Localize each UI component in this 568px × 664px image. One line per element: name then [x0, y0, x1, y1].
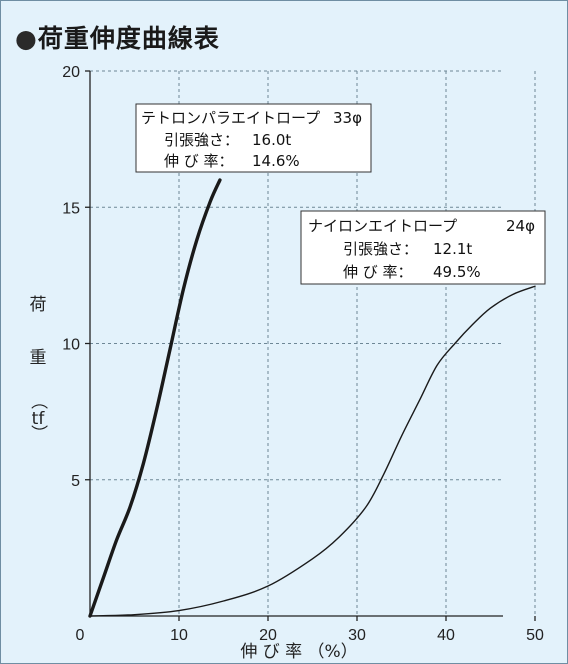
x-tick-label-20: 20 — [259, 627, 277, 644]
x-axis-label: 伸 び 率 （%） — [240, 642, 357, 662]
chart-title-text: 荷重伸度曲線表 — [37, 24, 220, 53]
nylon-name: ナイロンエイトロープ — [308, 217, 457, 235]
y-axis-label-unit: tf — [32, 409, 46, 429]
tetoron-elongation: 14.6% — [252, 152, 300, 170]
y-axis-label-paren-open: （ — [28, 393, 48, 410]
x-tick-label-40: 40 — [437, 627, 455, 644]
series-lines — [88, 178, 536, 618]
y-axis-label-char-1: 荷 — [30, 295, 47, 315]
tick-labels: 5 10 15 20 10 20 30 40 50 0 — [62, 64, 544, 644]
nylon-strength-label: 引張強さ： — [343, 240, 418, 258]
axes — [85, 70, 536, 621]
x-tick-label-50: 50 — [526, 627, 544, 644]
tetoron-name: テトロンパラエイトロープ — [141, 109, 320, 127]
annotation-nylon: ナイロンエイトロープ 24φ 引張強さ： 12.1t 伸 び 率： 49.5% — [300, 210, 546, 285]
y-axis-label: 荷 重 （ tf ） — [28, 295, 48, 442]
nylon-elongation: 49.5% — [433, 263, 481, 281]
y-tick-label-10: 10 — [62, 337, 80, 354]
annotation-tetoron: テトロンパラエイトロープ 33φ 引張強さ： 16.0t 伸 び 率： 14.6… — [135, 103, 372, 173]
nylon-strength: 12.1t — [433, 240, 472, 258]
tetoron-strength-label: 引張強さ： — [164, 131, 239, 149]
x-tick-label-10: 10 — [170, 627, 188, 644]
tetoron-elongation-label: 伸 び 率： — [164, 152, 234, 170]
x-tick-label-30: 30 — [348, 627, 366, 644]
y-tick-label-5: 5 — [71, 473, 80, 490]
origin-label: 0 — [76, 627, 85, 644]
series-line-2 — [89, 285, 536, 617]
y-tick-label-20: 20 — [62, 64, 80, 81]
y-axis-label-char-2: 重 — [30, 348, 47, 368]
tetoron-size: 33φ — [333, 109, 362, 127]
series-line-1 — [88, 178, 222, 618]
y-axis-label-paren-close: ） — [28, 425, 48, 442]
annotation-tetoron-box — [135, 103, 372, 173]
bullet-icon: ● — [15, 24, 38, 53]
nylon-size: 24φ — [506, 217, 535, 235]
annotation-nylon-box — [300, 210, 546, 285]
chart-title: ●荷重伸度曲線表 — [15, 19, 220, 55]
y-tick-label-15: 15 — [62, 200, 80, 217]
tetoron-strength: 16.0t — [252, 131, 291, 149]
nylon-elongation-label: 伸 び 率： — [343, 263, 413, 281]
